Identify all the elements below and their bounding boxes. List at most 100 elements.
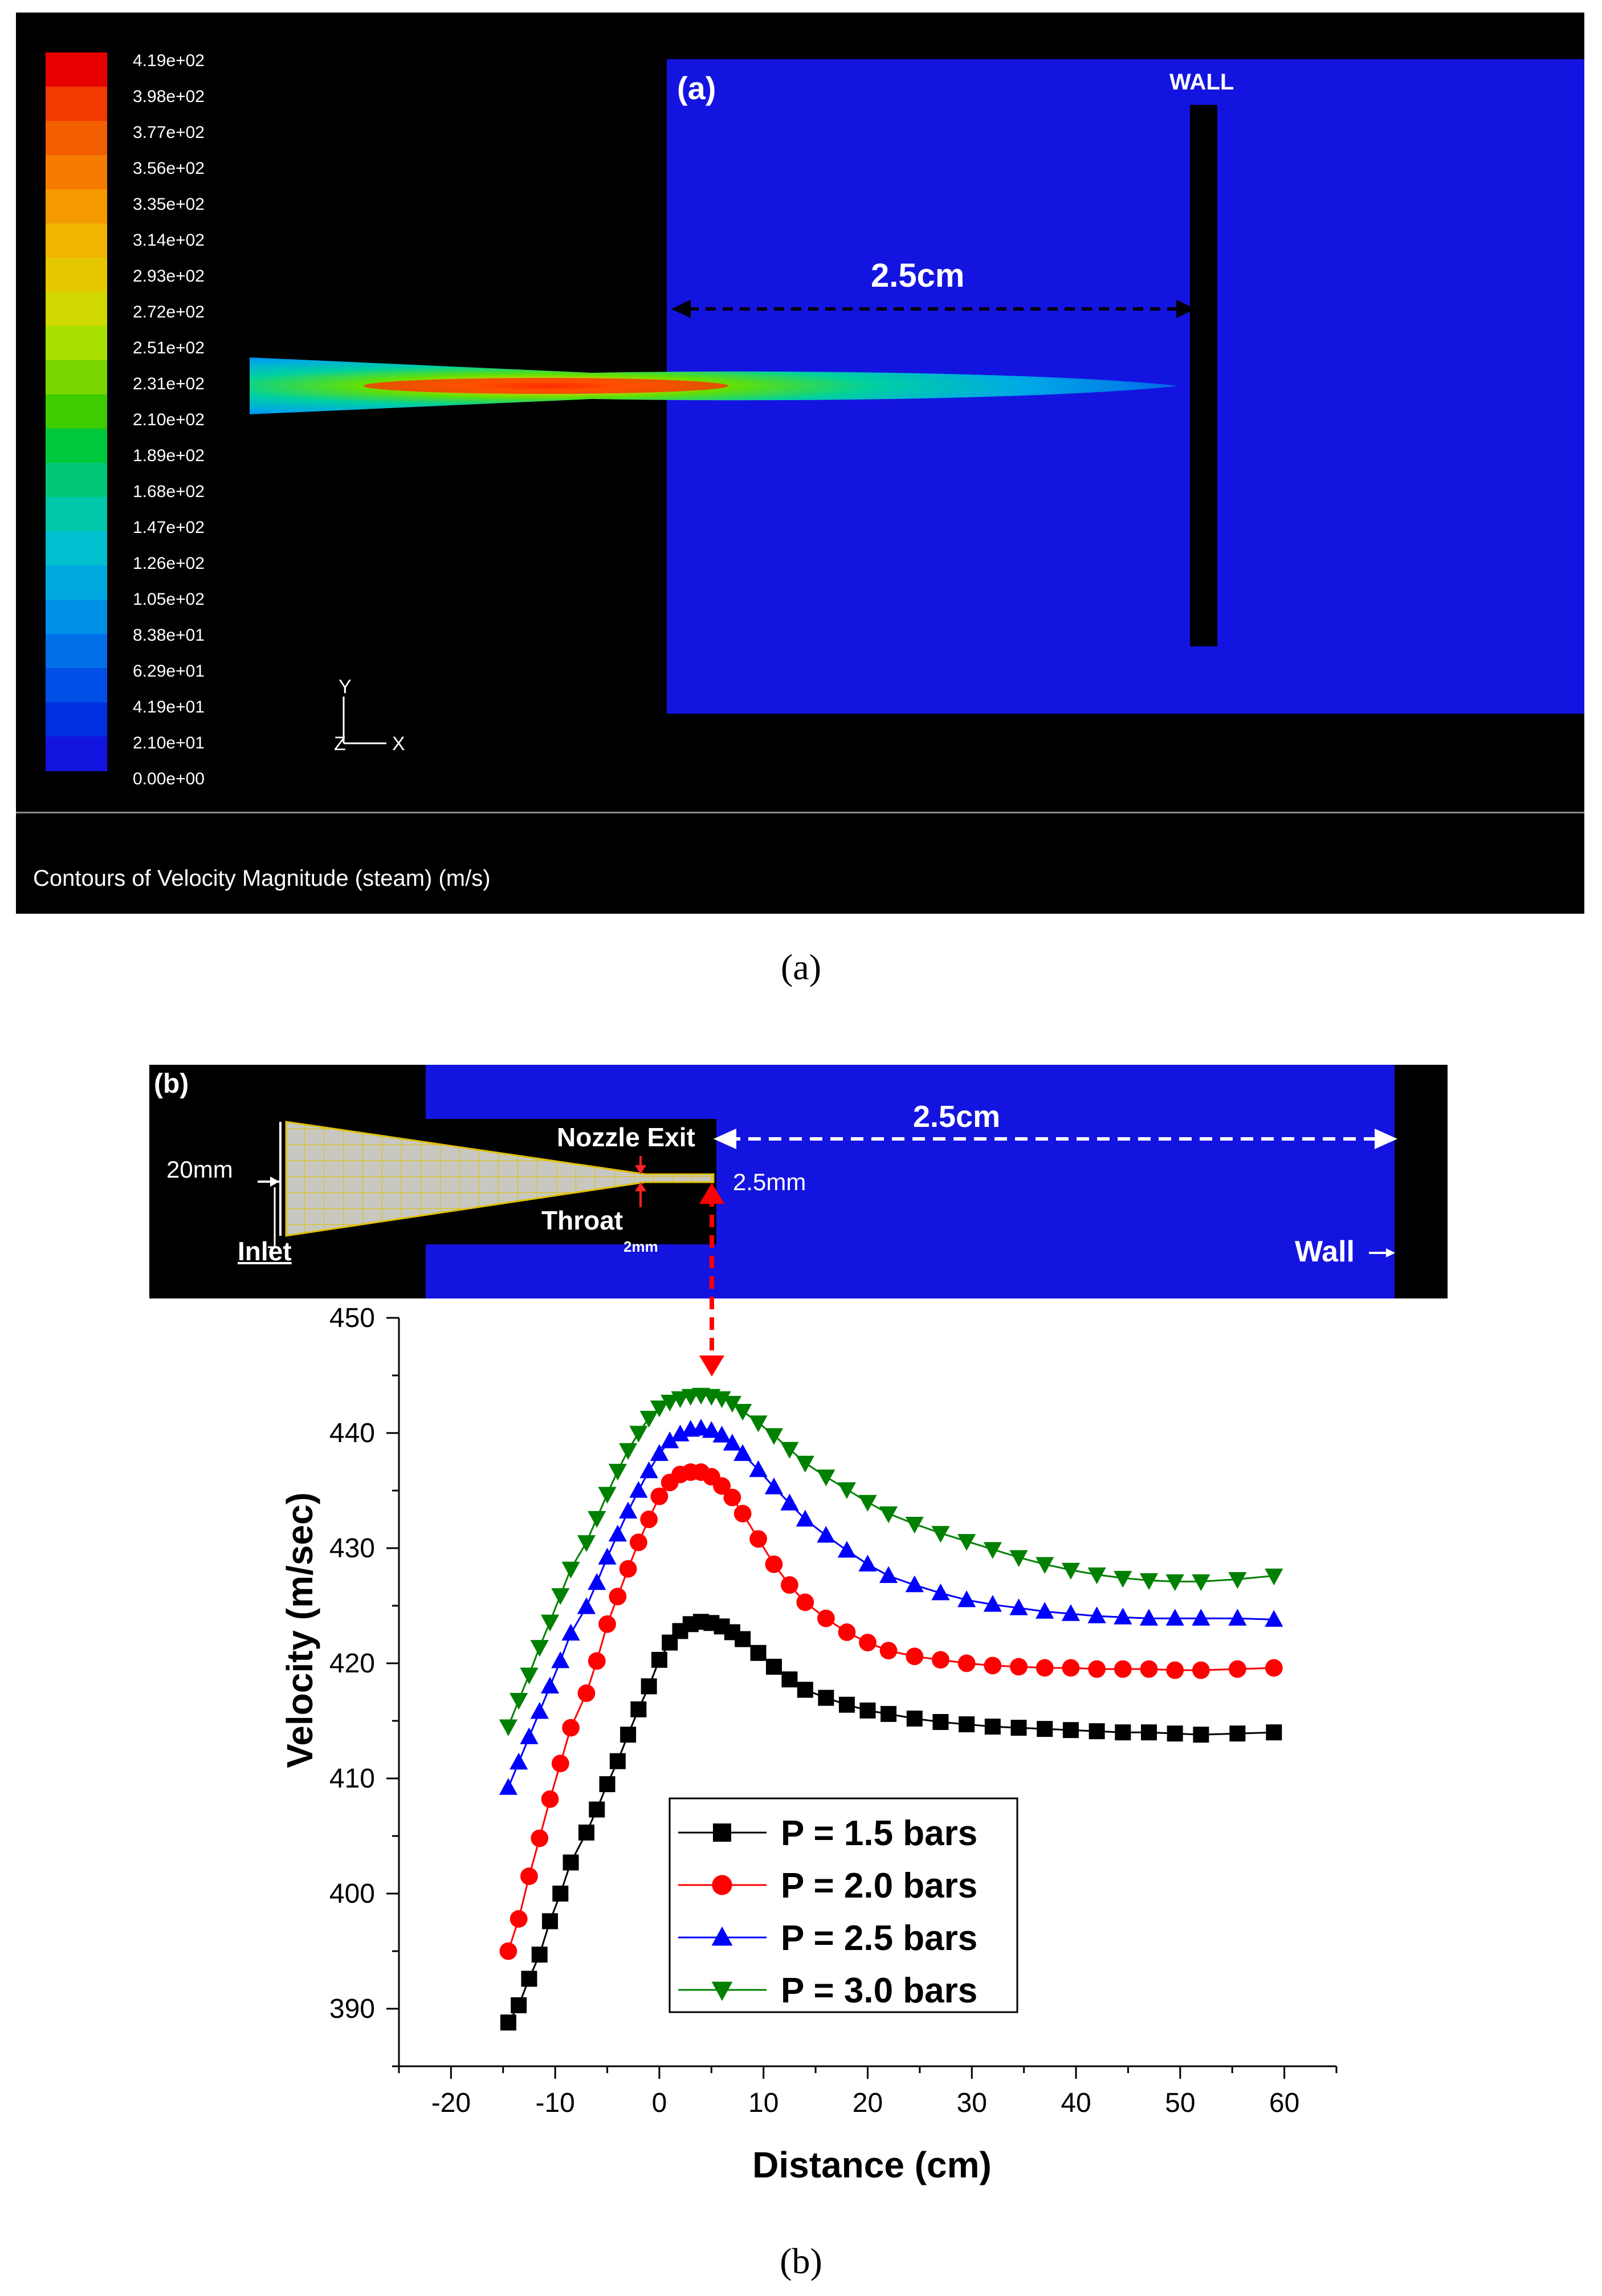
data-point [1010, 1720, 1027, 1736]
data-point [599, 1776, 615, 1793]
data-point [542, 1913, 559, 1929]
data-point [859, 1702, 876, 1719]
data-point [781, 1576, 798, 1594]
colorbar-tick-label: 1.68e+02 [133, 482, 205, 501]
colorbar-swatch [46, 668, 107, 703]
data-point [1140, 1660, 1158, 1678]
data-point [749, 1460, 768, 1477]
data-point [588, 1573, 606, 1590]
wall [1190, 105, 1217, 646]
steam-jet-contour [250, 357, 1179, 414]
data-point [838, 1696, 855, 1713]
legend-label: P = 1.5 bars [781, 1814, 977, 1853]
data-point [817, 1525, 835, 1543]
data-point [620, 1727, 637, 1743]
data-point [1193, 1727, 1209, 1743]
data-point [931, 1526, 950, 1543]
chart-legend: P = 1.5 bars P = 2.0 bars P = 2.5 bars P = … [668, 1797, 1018, 2013]
y-axis-title: Velocity (m/sec) [279, 1492, 320, 1768]
distance-arrow [671, 300, 1196, 318]
data-point [879, 1642, 898, 1660]
data-point [598, 1487, 617, 1504]
legend-marker [713, 1823, 731, 1842]
data-point [577, 1535, 596, 1552]
data-point [932, 1651, 949, 1669]
data-point [957, 1590, 976, 1607]
data-point [577, 1684, 596, 1702]
data-point [906, 1647, 924, 1666]
data-point [780, 1442, 799, 1459]
data-point [1036, 1659, 1054, 1677]
legend-label: P = 2.5 bars [781, 1919, 977, 1958]
nozzle-exit-label: Nozzle Exit [557, 1122, 695, 1152]
data-point [838, 1623, 856, 1641]
data-point [639, 1461, 658, 1479]
data-point [509, 1693, 528, 1710]
data-point [499, 1942, 517, 1960]
colorbar-swatch [46, 87, 107, 121]
colorbar-tick-label: 4.19e+01 [133, 698, 205, 717]
data-point [1139, 1573, 1159, 1590]
colorbar-swatch [46, 702, 107, 737]
data-point [589, 1801, 605, 1818]
data-point [551, 1754, 569, 1773]
data-point [1266, 1724, 1282, 1741]
data-point [562, 1854, 579, 1871]
data-point [511, 1997, 527, 2013]
data-point [608, 1524, 627, 1542]
data-point [879, 1566, 898, 1583]
data-point [881, 1705, 897, 1722]
status-text: Contours of Velocity Magnitude (steam) (… [33, 866, 491, 891]
y-tick-label: 430 [329, 1533, 375, 1564]
colorbar-swatch [46, 429, 107, 463]
data-point [1141, 1724, 1157, 1741]
throat-label: Throat [541, 1206, 623, 1235]
data-point [723, 1488, 741, 1507]
data-point [1228, 1572, 1247, 1589]
cfd-contour-panel: WALL (a) 2.5cm Y X Z Contours of Velocit… [16, 13, 1584, 914]
y-tick-label: 410 [329, 1764, 375, 1794]
legend-label: P = 3.0 bars [781, 1971, 977, 2010]
data-point [552, 1886, 569, 1902]
x-tick-label: 60 [1269, 2088, 1299, 2118]
data-point [577, 1597, 596, 1614]
colorbar-swatch [46, 292, 107, 327]
pointer-arrowhead-up [699, 1183, 724, 1204]
wall-label: Wall [1295, 1235, 1355, 1268]
data-point [1265, 1659, 1283, 1677]
data-point [766, 1659, 782, 1675]
data-point [1165, 1574, 1184, 1591]
data-point [1265, 1610, 1283, 1627]
data-point [733, 1404, 752, 1421]
data-point [957, 1534, 976, 1551]
colorbar-swatch [46, 121, 107, 156]
data-point [629, 1533, 647, 1552]
colorbar-swatch [46, 394, 107, 429]
nozzle-schematic: (b) 20mm Inlet Nozzle Exit Throat 2mm 2.… [149, 1065, 1448, 1298]
data-point [818, 1690, 834, 1706]
data-point [735, 1631, 751, 1647]
data-point [1036, 1557, 1054, 1574]
caption-a: (a) [780, 947, 822, 987]
colorbar-tick-label: 3.56e+02 [133, 159, 205, 178]
x-axis-title: Distance (cm) [752, 2144, 992, 2185]
data-point [1089, 1723, 1105, 1740]
axis-y-label: Y [339, 679, 352, 698]
data-point [1265, 1568, 1283, 1586]
status-bar: Contours of Velocity Magnitude (steam) (… [16, 812, 1584, 914]
series-circle [499, 1463, 1283, 1960]
throat-size-label: 2mm [623, 1238, 658, 1255]
exit-size-label: 2.5mm [733, 1169, 806, 1195]
data-point [588, 1511, 606, 1528]
data-point [1061, 1562, 1081, 1580]
data-point [551, 1588, 570, 1605]
data-point [1062, 1659, 1080, 1677]
data-point [650, 1444, 669, 1461]
data-point [796, 1455, 814, 1473]
data-point [520, 1867, 538, 1886]
distance-label: 2.5cm [871, 257, 965, 294]
colorbar-tick-label: 2.51e+02 [133, 339, 205, 357]
data-point [551, 1651, 570, 1668]
colorbar-tick-label: 3.77e+02 [133, 123, 205, 142]
